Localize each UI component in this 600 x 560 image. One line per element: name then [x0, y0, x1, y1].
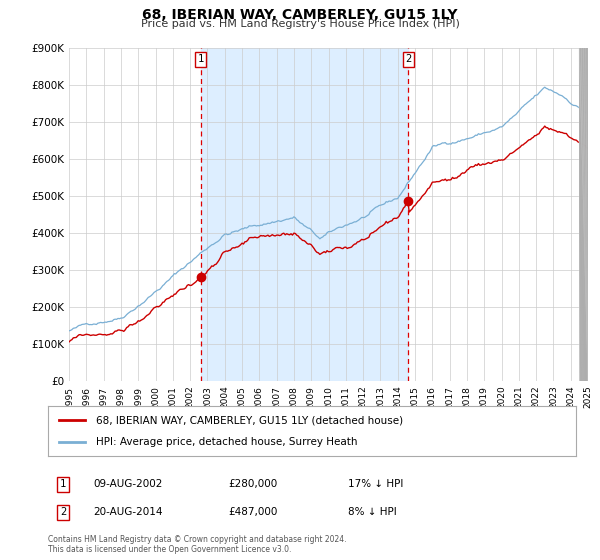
- Text: This data is licensed under the Open Government Licence v3.0.: This data is licensed under the Open Gov…: [48, 545, 292, 554]
- Bar: [580, 48, 588, 381]
- Text: 8% ↓ HPI: 8% ↓ HPI: [348, 507, 397, 517]
- Text: HPI: Average price, detached house, Surrey Heath: HPI: Average price, detached house, Surr…: [95, 437, 357, 447]
- Text: 20-AUG-2014: 20-AUG-2014: [93, 507, 163, 517]
- Text: 2: 2: [60, 507, 66, 517]
- Text: 68, IBERIAN WAY, CAMBERLEY, GU15 1LY: 68, IBERIAN WAY, CAMBERLEY, GU15 1LY: [142, 8, 458, 22]
- Text: 1: 1: [60, 479, 66, 489]
- Text: Contains HM Land Registry data © Crown copyright and database right 2024.: Contains HM Land Registry data © Crown c…: [48, 535, 347, 544]
- Text: £280,000: £280,000: [228, 479, 277, 489]
- Text: Price paid vs. HM Land Registry's House Price Index (HPI): Price paid vs. HM Land Registry's House …: [140, 19, 460, 29]
- Text: 2: 2: [406, 54, 412, 64]
- Text: 1: 1: [197, 54, 204, 64]
- Text: 09-AUG-2002: 09-AUG-2002: [93, 479, 163, 489]
- Text: 68, IBERIAN WAY, CAMBERLEY, GU15 1LY (detached house): 68, IBERIAN WAY, CAMBERLEY, GU15 1LY (de…: [95, 415, 403, 425]
- Text: £487,000: £487,000: [228, 507, 277, 517]
- Bar: [200, 48, 409, 381]
- Text: 17% ↓ HPI: 17% ↓ HPI: [348, 479, 403, 489]
